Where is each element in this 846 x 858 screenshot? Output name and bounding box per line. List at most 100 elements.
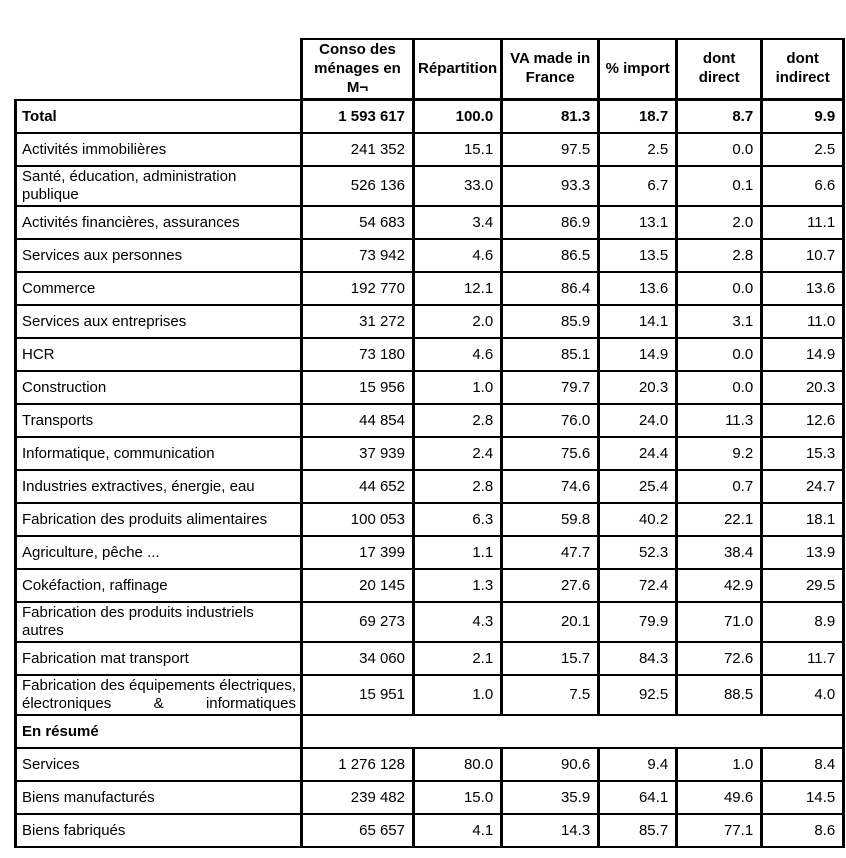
value-cell: 192 770 [300,271,415,307]
value-cell: 90.6 [500,747,601,783]
value-cell: 59.8 [500,502,601,538]
section-empty-cell [299,714,846,750]
value-cell: 4.6 [411,337,504,373]
value-cell: 241 352 [300,132,415,168]
header-row: Conso des ménages en M¬ Répartition VA mad… [16,38,846,102]
value-cell: 73 942 [300,238,415,274]
value-cell: 74.6 [500,469,601,505]
value-cell: 85.9 [500,304,601,340]
table-row: Agriculture, pêche ... 17 399 1.1 47.7 52.3 3… [14,535,846,571]
value-cell: 42.9 [675,568,764,604]
value-cell: 15.3 [760,436,846,472]
value-cell: 8.7 [675,98,764,135]
value-cell: 49.6 [675,780,764,816]
row-label: Agriculture, pêche ... [14,535,303,571]
table-row: Commerce 192 770 12.1 86.4 13.6 0.0 13.6 [14,271,846,307]
value-cell: 0.0 [675,132,764,168]
value-cell: 79.7 [500,370,601,406]
table-row: Fabrication mat transport 34 060 2.1 15.7 84… [14,641,846,677]
table-row: HCR 73 180 4.6 85.1 14.9 0.0 14.9 [14,337,846,373]
value-cell: 11.7 [760,641,846,677]
corner-cell [16,39,302,100]
value-cell: 76.0 [500,403,601,439]
value-cell: 86.5 [500,238,601,274]
value-cell: 35.9 [500,780,601,816]
value-cell: 1 276 128 [300,747,415,783]
row-label: Commerce [14,271,303,307]
value-cell: 14.5 [760,780,846,816]
value-cell: 25.4 [597,469,679,505]
value-cell: 79.9 [597,601,679,644]
value-cell: 2.8 [411,469,504,505]
value-cell: 6.6 [760,165,846,208]
table-row: Total 1 593 617 100.0 81.3 18.7 8.7 9.9 [14,98,846,135]
row-label: En résumé [14,714,303,750]
value-cell: 20.3 [760,370,846,406]
value-cell: 14.1 [597,304,679,340]
value-cell: 2.8 [675,238,764,274]
value-cell: 69 273 [300,601,415,644]
table-row: Fabrication des équipements électriques,… [14,674,846,717]
table-row: Santé, éducation, administration publiqu… [14,165,846,208]
value-cell: 24.4 [597,436,679,472]
row-label: Fabrication des produits industriels aut… [14,601,303,644]
value-cell: 34 060 [300,641,415,677]
value-cell: 0.0 [675,271,764,307]
value-cell: 86.4 [500,271,601,307]
value-cell: 54 683 [300,205,415,241]
value-cell: 8.6 [760,813,846,849]
value-cell: 80.0 [411,747,504,783]
table-row: Cokéfaction, raffinage 20 145 1.3 27.6 72.4 4… [14,568,846,604]
table-row: Transports 44 854 2.8 76.0 24.0 11.3 12.6 [14,403,846,439]
row-label: HCR [14,337,303,373]
value-cell: 4.1 [411,813,504,849]
value-cell: 88.5 [675,674,764,717]
section-row: En résumé [14,714,846,750]
column-header: Conso des ménages en M¬ [300,38,415,102]
column-header: dont direct [675,38,764,102]
value-cell: 15 956 [300,370,415,406]
value-cell: 14.3 [500,813,601,849]
column-header: VA made in France [500,38,601,102]
value-cell: 4.3 [411,601,504,644]
value-cell: 2.0 [411,304,504,340]
value-cell: 8.4 [760,747,846,783]
value-cell: 12.1 [411,271,504,307]
table-row: Biens fabriqués 65 657 4.1 14.3 85.7 77.1 8.6 [14,813,846,849]
row-label: Informatique, communication [14,436,303,472]
row-label: Industries extractives, énergie, eau [14,469,303,505]
value-cell: 2.5 [597,132,679,168]
value-cell: 20.1 [500,601,601,644]
value-cell: 9.9 [760,98,846,135]
value-cell: 17 399 [300,535,415,571]
value-cell: 1.3 [411,568,504,604]
consumption-table: Conso des ménages en M¬ Répartition VA mad… [14,38,846,849]
value-cell: 37 939 [300,436,415,472]
value-cell: 8.9 [760,601,846,644]
value-cell: 77.1 [675,813,764,849]
value-cell: 52.3 [597,535,679,571]
row-label: Cokéfaction, raffinage [14,568,303,604]
value-cell: 75.6 [500,436,601,472]
value-cell: 1.0 [675,747,764,783]
value-cell: 33.0 [411,165,504,208]
row-label: Fabrication mat transport [14,641,303,677]
value-cell: 12.6 [760,403,846,439]
value-cell: 526 136 [300,165,415,208]
table-row: Services aux personnes 73 942 4.6 86.5 13.5 2… [14,238,846,274]
value-cell: 13.6 [760,271,846,307]
row-label: Fabrication des produits alimentaires [14,502,303,538]
value-cell: 86.9 [500,205,601,241]
value-cell: 84.3 [597,641,679,677]
table-row: Services 1 276 128 80.0 90.6 9.4 1.0 8.4 [14,747,846,783]
table-row: Industries extractives, énergie, eau 44 6… [14,469,846,505]
table-row: Activités immobilières 241 352 15.1 97.5 2.5… [14,132,846,168]
value-cell: 44 854 [300,403,415,439]
value-cell: 64.1 [597,780,679,816]
table-row: Informatique, communication 37 939 2.4 75.6… [14,436,846,472]
value-cell: 2.4 [411,436,504,472]
column-header: Répartition [411,38,504,102]
table-row: Construction 15 956 1.0 79.7 20.3 0.0 20.3 [14,370,846,406]
row-label: Activités immobilières [14,132,303,168]
